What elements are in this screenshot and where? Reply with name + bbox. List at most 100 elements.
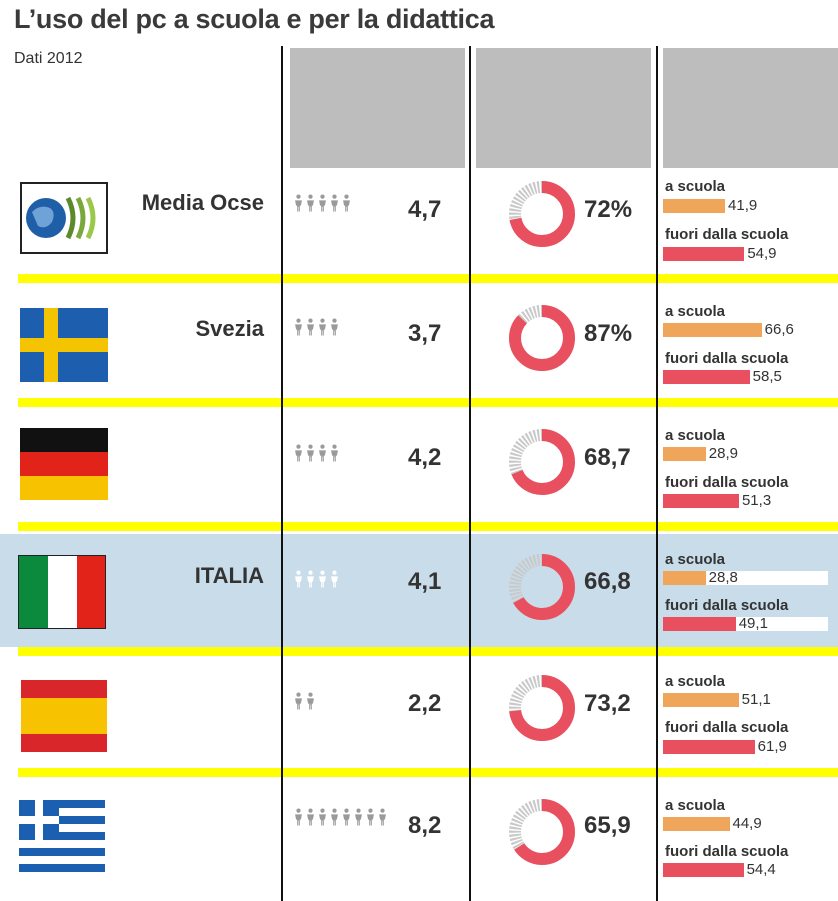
- oecd-logo-icon: [20, 182, 108, 254]
- fuori-value: 49,1: [738, 615, 768, 632]
- row-separator: [18, 274, 838, 283]
- column-divider: [469, 46, 471, 901]
- person-icon: [295, 318, 302, 336]
- spain-flag-icon: [21, 680, 107, 752]
- donut-slice: [509, 429, 575, 495]
- person-icon: [307, 808, 314, 826]
- person-icon: [307, 692, 314, 710]
- people-row: [292, 318, 340, 336]
- people-icon-group: [292, 444, 340, 462]
- column-divider: [281, 46, 283, 901]
- person-icon: [295, 570, 302, 588]
- greece-flag-icon: [19, 800, 105, 872]
- a-scuola-value: 28,9: [708, 445, 738, 462]
- people-row: [292, 808, 388, 826]
- students-value: 2,2: [408, 690, 442, 717]
- people-icon-group: [292, 692, 316, 710]
- a-scuola-bar: [663, 199, 726, 213]
- people-icon-group: [292, 318, 340, 336]
- a-scuola-value: 51,1: [741, 691, 771, 708]
- a-scuola-label: a scuola: [665, 178, 726, 195]
- fuori-bar: [663, 494, 739, 508]
- a-scuola-value: 66,6: [764, 321, 794, 338]
- fuori-label: fuori dalla scuola: [665, 350, 789, 367]
- row-separator: [18, 398, 838, 407]
- person-icon: [319, 444, 326, 462]
- fuori-value: 51,3: [741, 492, 772, 509]
- row-separator: [18, 522, 838, 531]
- person-icon: [379, 808, 386, 826]
- country-label: ITALIA: [194, 563, 264, 588]
- page-subtitle: Dati 2012: [14, 50, 83, 67]
- students-value: 3,7: [408, 320, 442, 347]
- fuori-bar: [663, 370, 750, 384]
- italy-flag-icon: [18, 555, 106, 629]
- row-separator: [18, 768, 838, 777]
- donut-slice: [509, 799, 575, 865]
- a-scuola-value: 41,9: [728, 197, 758, 214]
- donut-slice: [509, 554, 575, 620]
- donut-slice: [509, 675, 575, 741]
- person-icon: [367, 808, 374, 826]
- fuori-label: fuori dalla scuola: [665, 474, 789, 491]
- column-header-students: [290, 48, 465, 168]
- donut-slice: [509, 305, 575, 371]
- person-icon: [331, 808, 338, 826]
- percent-donut: [509, 429, 575, 495]
- column-header-usage: [663, 48, 838, 168]
- people-row: [292, 194, 352, 212]
- fuori-label: fuori dalla scuola: [665, 719, 789, 736]
- row-separator: [18, 647, 838, 656]
- percent-donut: [509, 181, 575, 247]
- column-divider: [656, 46, 658, 901]
- country-label: Svezia: [195, 316, 265, 341]
- people-row: [292, 444, 340, 462]
- percent-value: 65,9: [584, 812, 631, 839]
- people-icon-group: [292, 808, 388, 826]
- person-icon: [295, 692, 302, 710]
- fuori-label: fuori dalla scuola: [665, 843, 789, 860]
- page-title: L’uso del pc a scuola e per la didattica: [14, 4, 495, 34]
- person-icon: [343, 808, 350, 826]
- percent-value: 73,2: [584, 690, 631, 717]
- fuori-value: 61,9: [757, 738, 787, 755]
- percent-donut: [509, 305, 575, 371]
- people-icon-group: [292, 194, 352, 212]
- students-value: 8,2: [408, 812, 442, 839]
- percent-value: 66,8: [584, 568, 631, 595]
- person-icon: [307, 318, 314, 336]
- fuori-value: 58,5: [752, 368, 782, 385]
- people-row: [292, 570, 340, 588]
- country-label: Media Ocse: [141, 190, 264, 215]
- percent-donut: [509, 799, 575, 865]
- a-scuola-label: a scuola: [665, 303, 726, 320]
- a-scuola-label: a scuola: [665, 551, 726, 568]
- person-icon: [319, 318, 326, 336]
- person-icon: [319, 808, 326, 826]
- people-icon-group: [292, 570, 340, 588]
- fuori-bar: [663, 617, 736, 631]
- person-icon: [295, 444, 302, 462]
- a-scuola-bar: [663, 447, 706, 461]
- person-icon: [331, 570, 338, 588]
- person-icon: [295, 808, 302, 826]
- person-icon: [307, 570, 314, 588]
- students-value: 4,2: [408, 444, 442, 471]
- sweden-flag-icon: [20, 308, 108, 382]
- person-icon: [319, 570, 326, 588]
- people-row: [292, 692, 316, 710]
- person-icon: [307, 444, 314, 462]
- a-scuola-label: a scuola: [665, 797, 726, 814]
- a-scuola-bar: [663, 693, 739, 707]
- a-scuola-value: 28,8: [708, 569, 738, 586]
- person-icon: [307, 194, 314, 212]
- column-header-percent: [476, 48, 651, 168]
- fuori-label: fuori dalla scuola: [665, 226, 789, 243]
- percent-value: 68,7: [584, 444, 631, 471]
- percent-donut: [509, 675, 575, 741]
- fuori-bar: [663, 247, 745, 261]
- person-icon: [331, 444, 338, 462]
- person-icon: [343, 194, 350, 212]
- person-icon: [319, 194, 326, 212]
- fuori-value: 54,9: [747, 245, 777, 262]
